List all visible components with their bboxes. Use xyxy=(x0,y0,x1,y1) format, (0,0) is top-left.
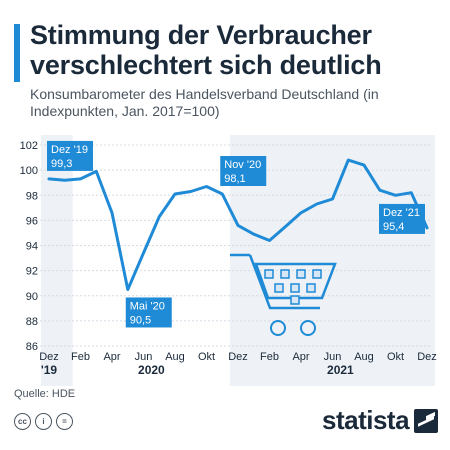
callout-box xyxy=(125,297,172,328)
year-label: '19 xyxy=(41,363,58,377)
statista-logo: statista xyxy=(322,405,439,436)
x-tick-label: Okt xyxy=(198,351,215,363)
callout-box xyxy=(220,155,267,186)
callout: Dez '21 95,4 xyxy=(379,203,425,234)
x-tick-label: Aug xyxy=(354,351,374,363)
chart-title: Stimmung der Verbraucher verschlechtert … xyxy=(30,20,382,80)
y-tick-label: 94 xyxy=(26,241,38,253)
x-tick-label: Feb xyxy=(260,351,279,363)
callout-value: 95,4 xyxy=(383,221,404,233)
shaded-period-0 xyxy=(41,135,73,386)
x-tick-label: Apr xyxy=(292,351,309,363)
x-tick-label: Jun xyxy=(324,351,342,363)
statista-mark-icon xyxy=(414,408,439,433)
callout-value: 90,5 xyxy=(130,314,151,326)
x-tick-label: Apr xyxy=(103,351,120,363)
callout: Dez '19 99,3 xyxy=(47,140,93,171)
x-tick-label: Okt xyxy=(387,351,404,363)
grid-lines xyxy=(40,144,431,347)
callouts: Dez '19 99,3 Mai '20 90,5 Nov '20 98,1 Dez '21… xyxy=(47,140,425,328)
x-tick-label: Feb xyxy=(71,351,90,363)
y-tick-label: 98 xyxy=(26,190,38,202)
y-tick-label: 102 xyxy=(20,140,38,152)
by-icon: i xyxy=(35,413,52,430)
x-axis-ticks: Dez Feb Apr Jun Aug Okt Dez Feb Apr Jun Aug Okt Dez'… xyxy=(39,351,437,377)
callout-month: Dez '19 xyxy=(51,144,88,156)
x-tick-label: Jun xyxy=(135,351,153,363)
title-accent-bar xyxy=(14,24,20,82)
nd-icon: = xyxy=(56,413,73,430)
x-tick-label: Dez xyxy=(39,351,59,363)
callout-value: 98,1 xyxy=(224,173,245,185)
x-tick-label: Dez xyxy=(228,351,248,363)
callout-month: Nov '20 xyxy=(224,159,261,171)
license-icons: cc i = xyxy=(14,413,73,430)
y-tick-label: 100 xyxy=(20,165,38,177)
series-line xyxy=(47,158,429,291)
source-note: Quelle: HDE xyxy=(14,388,76,400)
y-tick-label: 86 xyxy=(26,341,38,353)
callout-box xyxy=(47,140,93,171)
x-tick-label: Dez xyxy=(417,351,437,363)
callout: Nov '20 98,1 xyxy=(220,155,267,186)
callout-month: Dez '21 xyxy=(383,207,420,219)
y-tick-label: 96 xyxy=(26,215,38,227)
callout: Mai '20 90,5 xyxy=(125,297,172,328)
y-tick-label: 90 xyxy=(26,291,38,303)
shopping-cart-icon xyxy=(230,253,337,336)
chart-subtitle: Konsumbarometer des Handelsverband Deuts… xyxy=(30,86,379,119)
callout-month: Mai '20 xyxy=(130,300,165,312)
y-axis-ticks: 86 88 90 92 94 96 98 100 102 xyxy=(20,140,38,353)
y-tick-label: 92 xyxy=(26,266,38,278)
callout-box xyxy=(379,203,425,234)
year-label: 2021 xyxy=(327,363,354,377)
brand-wordmark: statista xyxy=(322,405,410,435)
cc-icon: cc xyxy=(14,413,31,430)
y-tick-label: 88 xyxy=(26,316,38,328)
year-label: 2020 xyxy=(138,363,165,377)
x-tick-label: Aug xyxy=(165,351,185,363)
callout-value: 99,3 xyxy=(51,158,72,170)
